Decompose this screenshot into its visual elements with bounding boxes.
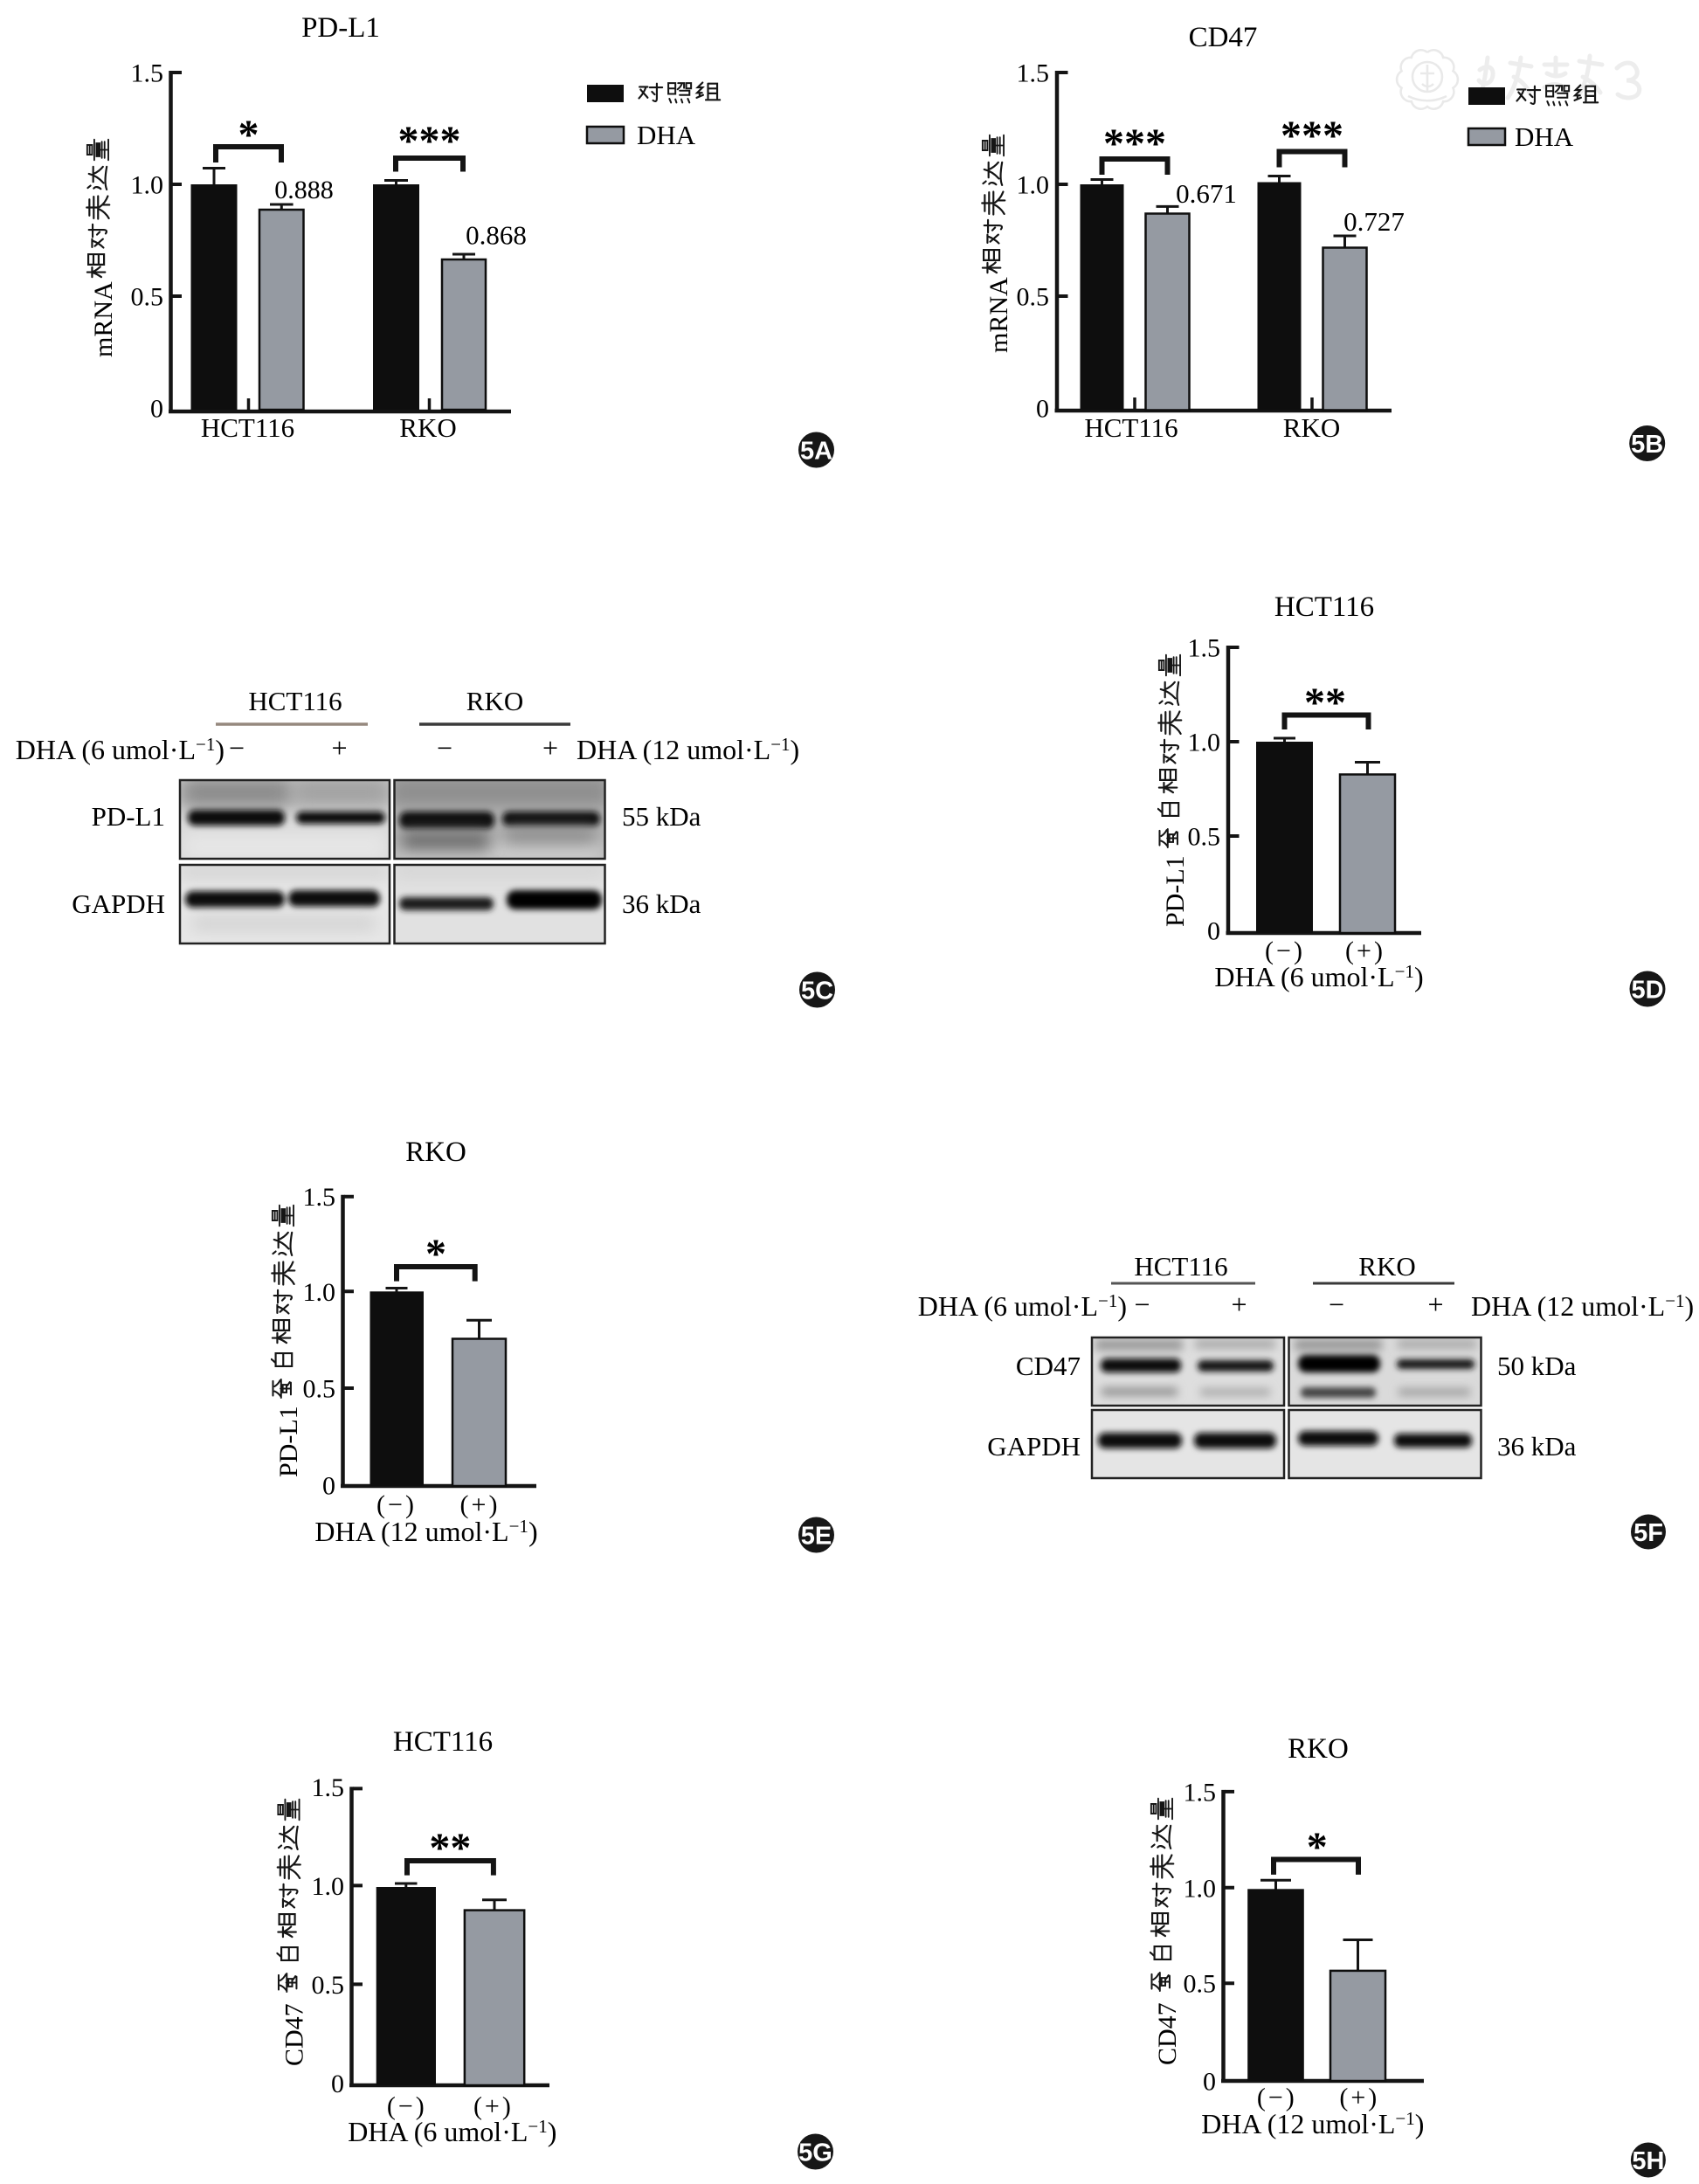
svg-text:0: 0 <box>331 2070 344 2098</box>
svg-text:RKO: RKO <box>399 412 456 443</box>
svg-text:HCT116: HCT116 <box>393 1726 493 1758</box>
svg-text:1.0: 1.0 <box>312 1872 345 1901</box>
svg-text:0.888: 0.888 <box>274 176 334 204</box>
svg-text:CD47: CD47 <box>1189 22 1258 53</box>
svg-text:5H: 5H <box>1632 2147 1664 2175</box>
svg-text:HCT116: HCT116 <box>201 412 294 443</box>
svg-text:1.5: 1.5 <box>131 59 164 88</box>
svg-text:RKO: RKO <box>466 686 523 716</box>
svg-text:*: * <box>238 112 259 158</box>
svg-text:1.0: 1.0 <box>303 1278 336 1307</box>
svg-text:0.5: 0.5 <box>1017 283 1050 312</box>
svg-text:36 kDa: 36 kDa <box>622 888 701 919</box>
svg-text:5E: 5E <box>801 1523 832 1551</box>
svg-text:(−): (−) <box>1265 936 1305 965</box>
svg-text:***: *** <box>1103 121 1166 167</box>
svg-text:PD-L1: PD-L1 <box>92 801 165 832</box>
svg-text:0.5: 0.5 <box>1188 823 1221 852</box>
svg-text:0.671: 0.671 <box>1176 178 1237 209</box>
svg-text:DHA: DHA <box>637 120 696 150</box>
svg-text:PD-L1: PD-L1 <box>274 1406 303 1477</box>
svg-text:−: − <box>229 732 245 764</box>
svg-text:0: 0 <box>150 395 163 424</box>
svg-text:HCT116: HCT116 <box>1084 412 1178 443</box>
svg-text:5G: 5G <box>798 2139 832 2167</box>
svg-text:1.5: 1.5 <box>1188 634 1221 663</box>
svg-text:**: ** <box>429 1825 471 1871</box>
svg-text:CD47: CD47 <box>280 2003 309 2066</box>
svg-text:(+): (+) <box>1345 936 1385 965</box>
svg-text:PD-L1: PD-L1 <box>1161 855 1190 927</box>
svg-text:(−): (−) <box>387 2092 427 2121</box>
svg-text:HCT116: HCT116 <box>1274 591 1374 623</box>
svg-text:5B: 5B <box>1631 431 1663 459</box>
svg-text:50 kDa: 50 kDa <box>1497 1351 1577 1381</box>
svg-text:(+): (+) <box>1339 2084 1379 2112</box>
svg-text:−: − <box>1134 1289 1150 1320</box>
svg-text:5D: 5D <box>1631 977 1663 1005</box>
svg-text:***: *** <box>398 118 461 164</box>
svg-text:0: 0 <box>322 1472 335 1501</box>
svg-text:**: ** <box>1304 680 1346 726</box>
svg-text:1.0: 1.0 <box>1017 171 1050 200</box>
svg-text:0.5: 0.5 <box>131 283 164 312</box>
svg-text:+: + <box>542 732 558 764</box>
svg-text:RKO: RKO <box>405 1137 466 1168</box>
svg-text:+: + <box>331 732 347 764</box>
svg-text:DHA (6 umol·L−1): DHA (6 umol·L−1) <box>1214 961 1423 992</box>
svg-text:(−): (−) <box>376 1490 417 1519</box>
svg-text:RKO: RKO <box>1358 1251 1415 1282</box>
svg-text:CD47: CD47 <box>1153 2002 1182 2065</box>
svg-text:DHA (12 umol·L−1): DHA (12 umol·L−1) <box>1201 2108 1424 2139</box>
svg-text:(+): (+) <box>460 1490 501 1519</box>
svg-text:−: − <box>437 732 452 764</box>
svg-text:+: + <box>1427 1289 1443 1320</box>
svg-text:(+): (+) <box>473 2092 514 2121</box>
svg-text:mRNA: mRNA <box>984 277 1013 353</box>
svg-text:1.0: 1.0 <box>131 171 164 200</box>
svg-text:1.5: 1.5 <box>1184 1778 1217 1807</box>
svg-text:*: * <box>1307 1824 1328 1870</box>
svg-text:*: * <box>425 1231 446 1277</box>
svg-text:HCT116: HCT116 <box>248 686 342 716</box>
svg-text:55 kDa: 55 kDa <box>622 801 701 832</box>
svg-text:GAPDH: GAPDH <box>987 1431 1081 1462</box>
svg-text:DHA (12 umol·L−1): DHA (12 umol·L−1) <box>577 734 799 765</box>
svg-text:RKO: RKO <box>1283 412 1340 443</box>
svg-text:5F: 5F <box>1633 1519 1663 1547</box>
svg-text:DHA (12 umol·L−1): DHA (12 umol·L−1) <box>314 1516 537 1547</box>
svg-text:DHA (6 umol·L−1): DHA (6 umol·L−1) <box>348 2116 556 2147</box>
svg-text:1.5: 1.5 <box>312 1773 345 1802</box>
svg-text:HCT116: HCT116 <box>1134 1251 1227 1282</box>
svg-text:0: 0 <box>1203 2068 1216 2097</box>
svg-text:36 kDa: 36 kDa <box>1497 1431 1577 1462</box>
svg-text:5A: 5A <box>800 438 832 466</box>
svg-text:0.868: 0.868 <box>466 220 527 251</box>
svg-text:mRNA: mRNA <box>89 281 118 357</box>
svg-text:DHA: DHA <box>1515 121 1574 152</box>
svg-text:1.0: 1.0 <box>1188 729 1221 757</box>
svg-text:(−): (−) <box>1257 2084 1297 2112</box>
svg-text:1.5: 1.5 <box>303 1183 336 1212</box>
svg-text:0: 0 <box>1036 395 1049 424</box>
svg-text:***: *** <box>1281 113 1343 159</box>
svg-text:PD-L1: PD-L1 <box>301 12 380 44</box>
svg-text:DHA (6 umol·L−1): DHA (6 umol·L−1) <box>918 1290 1127 1322</box>
svg-text:−: − <box>1329 1289 1344 1320</box>
svg-text:DHA (6 umol·L−1): DHA (6 umol·L−1) <box>16 734 224 765</box>
svg-text:DHA (12 umol·L−1): DHA (12 umol·L−1) <box>1471 1290 1694 1322</box>
svg-text:0.5: 0.5 <box>1184 1970 1217 1999</box>
svg-text:+: + <box>1231 1289 1247 1320</box>
svg-text:0.5: 0.5 <box>303 1375 336 1404</box>
svg-text:GAPDH: GAPDH <box>72 888 165 919</box>
svg-text:CD47: CD47 <box>1016 1351 1081 1381</box>
svg-text:0.727: 0.727 <box>1343 206 1405 237</box>
svg-text:RKO: RKO <box>1288 1733 1349 1765</box>
svg-text:5C: 5C <box>801 978 833 1006</box>
svg-text:0.5: 0.5 <box>312 1971 345 2000</box>
svg-text:1.0: 1.0 <box>1184 1874 1217 1903</box>
svg-text:1.5: 1.5 <box>1017 59 1050 88</box>
svg-text:0: 0 <box>1207 917 1220 946</box>
